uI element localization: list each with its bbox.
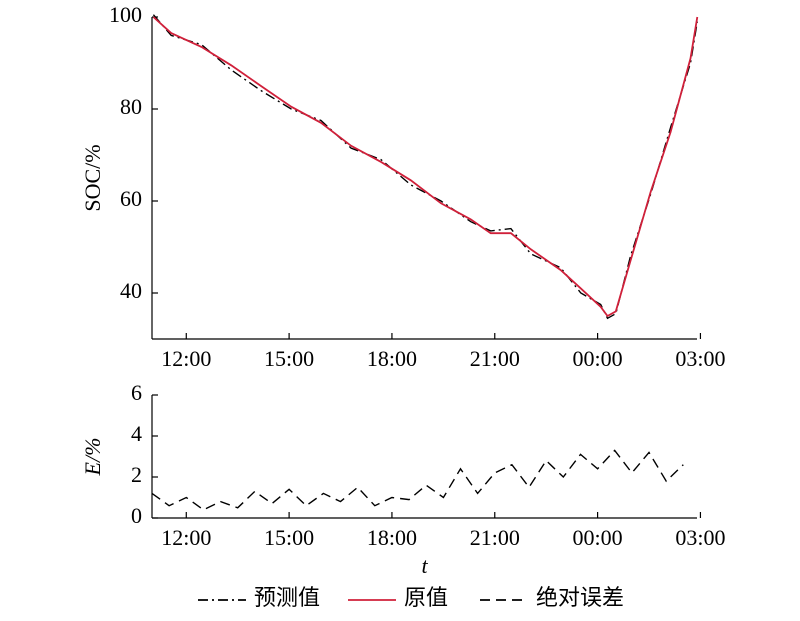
x-tick-label: 21:00 [470, 346, 520, 371]
x-tick-label: 12:00 [161, 346, 211, 371]
y-tick-label: 60 [120, 186, 142, 211]
y-axis-label: E/% [80, 438, 105, 477]
x-tick-label: 15:00 [264, 346, 314, 371]
y-tick-label: 100 [109, 2, 142, 27]
x-tick-label: 00:00 [573, 346, 623, 371]
y-tick-label: 0 [131, 503, 142, 528]
series-line [151, 449, 684, 511]
x-tick-label: 21:00 [470, 525, 520, 550]
x-tick-label: 18:00 [367, 346, 417, 371]
legend-label: 原值 [404, 585, 448, 610]
y-axis-label: SOC/% [80, 144, 105, 211]
y-tick-label: 80 [120, 94, 142, 119]
y-tick-label: 6 [131, 380, 142, 405]
y-tick-label: 2 [131, 462, 142, 487]
x-tick-label: 03:00 [675, 525, 725, 550]
y-tick-label: 40 [120, 278, 142, 303]
x-tick-label: 03:00 [675, 346, 725, 371]
series-line [152, 16, 699, 318]
legend-label: 绝对误差 [536, 585, 624, 610]
x-axis-label: t [421, 553, 428, 578]
y-tick-label: 4 [131, 421, 142, 446]
legend-label: 预测值 [254, 585, 320, 610]
series-line [152, 14, 698, 320]
x-tick-label: 00:00 [573, 525, 623, 550]
x-tick-label: 15:00 [264, 525, 314, 550]
x-tick-label: 18:00 [367, 525, 417, 550]
x-tick-label: 12:00 [161, 525, 211, 550]
